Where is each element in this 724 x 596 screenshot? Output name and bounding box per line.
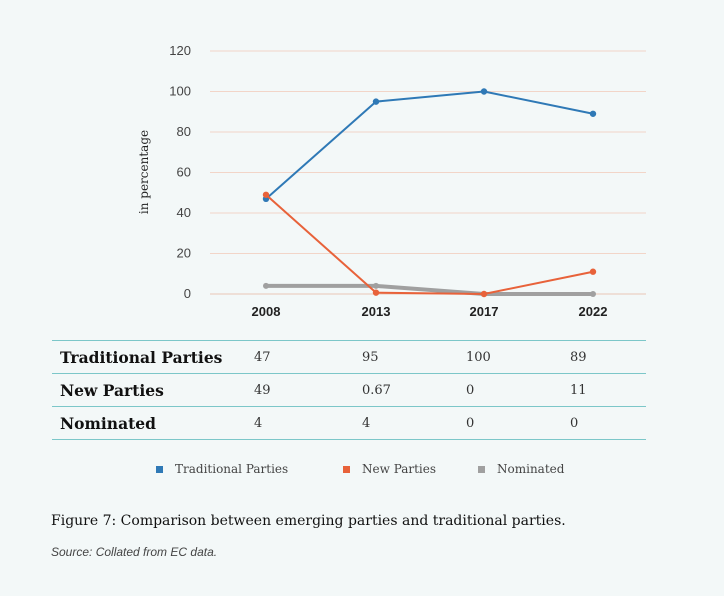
legend-label: New Parties (362, 462, 437, 476)
table-row: New Parties 49 0.67 0 11 (52, 373, 646, 407)
y-tick-label: 120 (169, 43, 191, 58)
legend-item-new: New Parties (343, 462, 436, 476)
figure-source: Source: Collated from EC data. (51, 545, 218, 559)
data-point (263, 282, 269, 289)
y-axis-label: in percentage (137, 130, 151, 214)
table-cell: 89 (570, 340, 646, 374)
table-cell: 47 (254, 340, 362, 374)
table-cell: 95 (362, 340, 466, 374)
legend-swatch (478, 465, 485, 473)
legend-item-traditional: Traditional Parties (156, 462, 288, 476)
table-cell: 0 (466, 373, 570, 407)
series-nominated (263, 282, 596, 297)
data-point (262, 191, 270, 198)
series-line (265, 194, 594, 295)
table-cell: 49 (254, 373, 362, 407)
y-tick-label: 40 (177, 205, 191, 220)
x-tick-label: 2022 (579, 304, 608, 319)
series-lines (262, 88, 597, 298)
data-point (372, 98, 380, 105)
table-cell: 11 (570, 373, 646, 407)
x-tick-label: 2017 (470, 304, 499, 319)
x-tick-label: 2013 (362, 304, 391, 319)
series-traditional-parties (262, 88, 597, 203)
table-row: Traditional Parties 47 95 100 89 (52, 340, 646, 374)
table-cell: 4 (254, 406, 362, 440)
legend-swatch (156, 465, 163, 473)
x-tick-label: 2008 (252, 304, 281, 319)
data-point (480, 290, 488, 298)
series-line (265, 90, 594, 200)
table-cell: 0.67 (362, 373, 466, 407)
y-tick-label: 20 (177, 246, 191, 261)
row-label: Traditional Parties (52, 340, 254, 374)
table-cell: 100 (466, 340, 570, 374)
data-point (590, 291, 596, 297)
data-point (589, 268, 597, 275)
table-cell: 0 (570, 406, 646, 440)
table-row: Nominated 4 4 0 0 (52, 406, 646, 440)
table-cell: 4 (362, 406, 466, 440)
y-tick-label: 100 (169, 84, 191, 99)
table-cell: 0 (466, 406, 570, 440)
y-tick-label: 0 (184, 286, 191, 301)
legend-label: Traditional Parties (175, 462, 289, 476)
grid-lines (210, 50, 646, 295)
legend-label: Nominated (497, 462, 565, 476)
legend-item-nominated: Nominated (478, 462, 564, 476)
data-point (373, 282, 379, 289)
y-tick-labels: 0 20 40 60 80 100 120 (169, 43, 191, 301)
y-tick-label: 60 (177, 165, 191, 180)
row-label: Nominated (52, 406, 254, 440)
data-table: Traditional Parties 47 95 100 89 New Par… (52, 340, 646, 440)
series-line (266, 283, 593, 296)
data-point (589, 110, 597, 117)
series-new-parties (262, 191, 597, 298)
row-label: New Parties (52, 373, 254, 407)
y-tick-label: 80 (177, 124, 191, 139)
data-point (480, 88, 488, 95)
data-point (372, 289, 380, 296)
figure-caption: Figure 7: Comparison between emerging pa… (51, 513, 566, 529)
x-tick-labels: 2008 2013 2017 2022 (252, 304, 608, 319)
legend-swatch (343, 465, 350, 473)
